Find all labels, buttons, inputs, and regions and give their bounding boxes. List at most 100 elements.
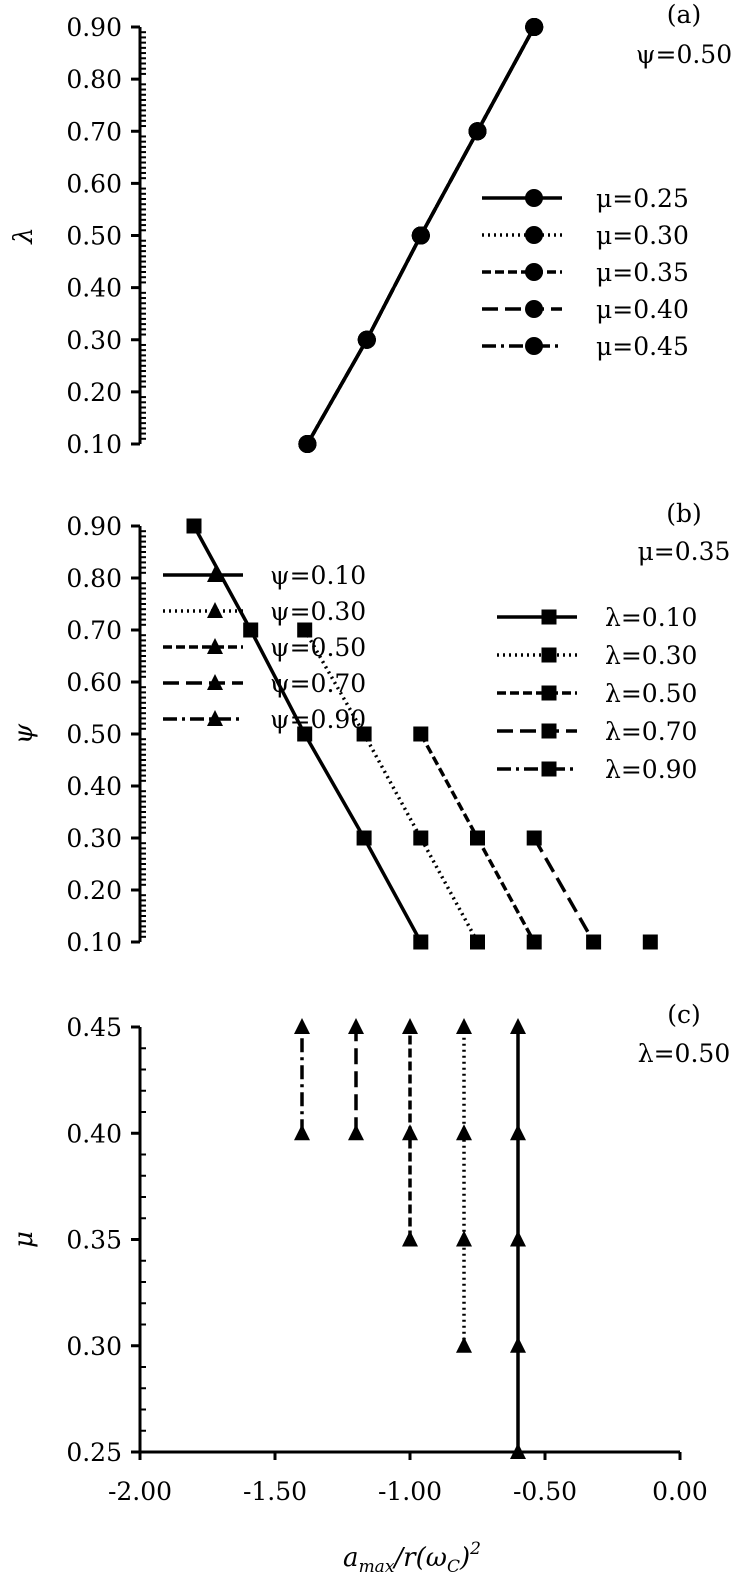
data-point: [470, 934, 485, 950]
data-point: [348, 1124, 364, 1141]
y-tick-label: 0.30: [66, 1332, 122, 1361]
legend-marker: [541, 647, 557, 663]
y-tick-label: 0.10: [66, 430, 122, 459]
data-point: [468, 122, 487, 141]
panel-annotation: λ=0.50: [638, 1039, 730, 1068]
y-tick-label: 0.50: [66, 222, 122, 251]
x-tick-label: -1.50: [243, 1477, 307, 1506]
legend-label: ψ=0.50: [270, 633, 366, 662]
data-point: [297, 726, 313, 742]
legend-label: μ=0.45: [596, 332, 689, 361]
chart-panel-3: 0.25 0.30 0.35 0.40 0.45 μ -2.00 -1.50 -1.00 -0.5…: [9, 561, 730, 1506]
data-point: [470, 830, 485, 846]
y-axis-label: μ: [9, 1231, 39, 1248]
x-axis-label: amax/r(ωC)2: [343, 1539, 481, 1575]
legend-label: ψ=0.10: [270, 561, 366, 590]
y-tick-label: 0.90: [66, 13, 122, 42]
series-line: [532, 837, 596, 943]
data-point: [510, 1230, 526, 1247]
data-point: [586, 934, 602, 950]
data-point: [413, 830, 429, 846]
panel-label: (c): [667, 1000, 701, 1029]
y-tick-label: 0.80: [66, 65, 122, 94]
legend-label: λ=0.30: [605, 641, 697, 670]
legend-marker: [207, 674, 223, 690]
data-point: [348, 1018, 364, 1034]
chart-panel-1: 0.10 0.20 0.30 0.40 0.50 0.60 0.70 0.80 0.90 λ μ=0…: [9, 0, 732, 459]
legend-marker: [207, 566, 223, 582]
panel-annotation: μ=0.35: [638, 537, 731, 566]
data-point: [356, 830, 372, 846]
data-point: [294, 1018, 310, 1034]
chart-panel-2: 0.10 0.20 0.30 0.40 0.50 0.60 0.70 0.80 0.90 ψ λ=0…: [9, 499, 730, 957]
x-tick-label: -2.00: [108, 1477, 172, 1506]
y-tick-label: 0.70: [66, 616, 122, 645]
data-point: [356, 726, 372, 742]
y-tick-label: 0.10: [66, 928, 122, 957]
data-point: [642, 934, 658, 950]
legend-label: λ=0.90: [605, 755, 697, 784]
data-point: [297, 622, 313, 638]
legend-marker: [525, 263, 543, 281]
y-tick-label: 0.45: [66, 1013, 122, 1042]
data-point: [456, 1018, 472, 1034]
legend-label: μ=0.30: [596, 221, 689, 250]
y-axis-label: ψ: [9, 723, 39, 744]
y-tick-label: 0.40: [66, 274, 122, 303]
data-point: [186, 518, 202, 534]
data-point: [294, 1124, 310, 1141]
legend-marker: [541, 685, 557, 701]
y-tick-label: 0.60: [66, 169, 122, 198]
y-tick-label: 0.40: [66, 1119, 122, 1148]
legend-marker: [541, 723, 557, 739]
data-point: [526, 934, 542, 950]
x-tick-label: -1.00: [378, 1477, 442, 1506]
y-tick-label: 0.70: [66, 117, 122, 146]
legend-marker: [525, 300, 543, 318]
data-point: [413, 726, 429, 742]
y-tick-label: 0.60: [66, 668, 122, 697]
legend-label: λ=0.70: [605, 717, 697, 746]
legend-label: λ=0.50: [605, 679, 697, 708]
data-point: [510, 1336, 526, 1353]
legend-label: μ=0.35: [596, 258, 689, 287]
data-point: [456, 1124, 472, 1141]
y-tick-label: 0.40: [66, 772, 122, 801]
y-tick-label: 0.20: [66, 378, 122, 407]
legend-label: ψ=0.30: [270, 597, 366, 626]
legend-label: λ=0.10: [605, 603, 697, 632]
legend-marker: [525, 337, 543, 355]
legend-marker: [207, 710, 223, 726]
data-point: [526, 830, 542, 846]
panel-label: (a): [667, 0, 701, 29]
legend-marker: [207, 638, 223, 654]
legend-marker: [525, 226, 543, 244]
data-point: [456, 1230, 472, 1247]
data-point: [411, 226, 430, 245]
data-point: [402, 1124, 418, 1141]
y-tick-label: 0.80: [66, 564, 122, 593]
data-point: [510, 1018, 526, 1034]
y-tick-label: 0.25: [66, 1438, 122, 1467]
y-tick-label: 0.30: [66, 326, 122, 355]
legend-label: μ=0.25: [596, 184, 689, 213]
data-point: [510, 1124, 526, 1141]
data-point: [510, 1443, 526, 1459]
legend-marker: [207, 602, 223, 618]
data-point: [298, 435, 317, 453]
panel-annotation: ψ=0.50: [636, 40, 732, 69]
y-tick-label: 0.90: [66, 512, 122, 541]
legend-marker: [525, 189, 543, 207]
data-point: [243, 622, 259, 638]
y-tick-label: 0.30: [66, 824, 122, 853]
data-point: [413, 934, 429, 950]
x-tick-label: 0.00: [652, 1477, 708, 1506]
legend-marker: [541, 761, 557, 777]
data-point: [525, 18, 544, 36]
x-tick-label: -0.50: [513, 1477, 577, 1506]
panel-label: (b): [666, 499, 702, 528]
data-point: [456, 1336, 472, 1353]
legend-label: ψ=0.70: [270, 669, 366, 698]
legend-label: ψ=0.90: [270, 705, 366, 734]
